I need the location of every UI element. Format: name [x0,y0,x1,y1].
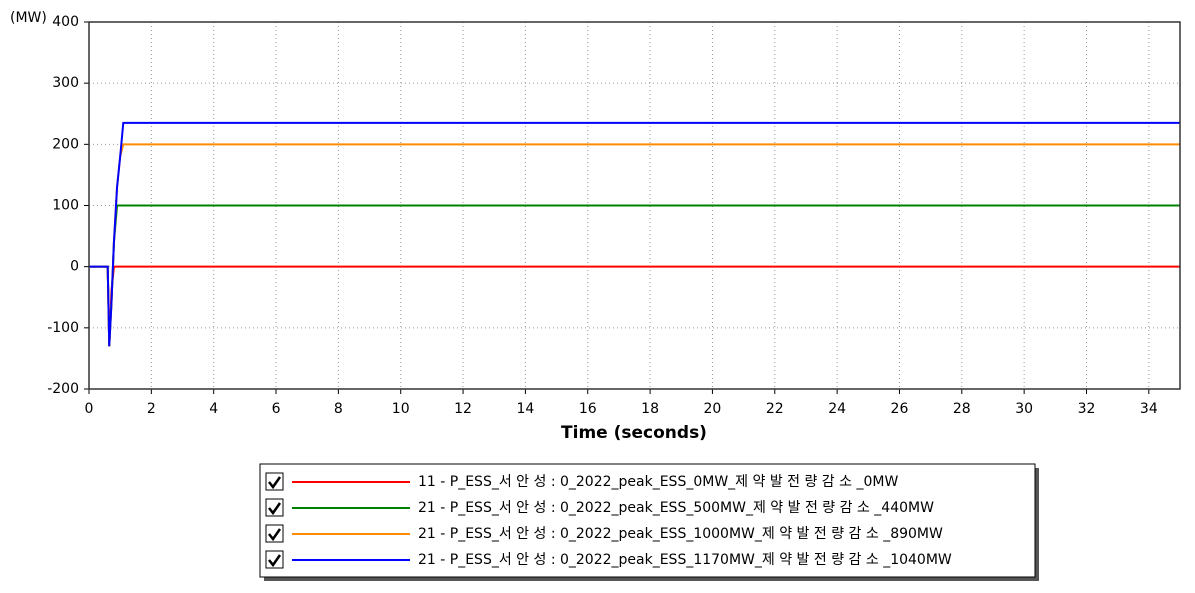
legend-checkbox[interactable] [265,498,284,517]
x-tick-label: 18 [641,401,659,417]
x-tick-label: 14 [516,401,534,417]
legend-label: 11 - P_ESS_서 안 성 : 0_2022_peak_ESS_0MW_제… [418,474,898,490]
x-tick-label: 20 [704,401,722,417]
y-tick-label: 100 [52,198,79,214]
legend-checkbox[interactable] [265,472,284,491]
x-tick-label: 34 [1140,401,1158,417]
plot-frame [88,21,1181,390]
x-tick-label: 26 [891,401,909,417]
legend-checkbox[interactable] [265,524,284,543]
legend-checkmark [268,528,282,542]
legend-checkmark [268,502,282,516]
y-tick-label: 400 [52,14,79,30]
legend-checkmark [268,554,282,568]
legend-label: 21 - P_ESS_서 안 성 : 0_2022_peak_ESS_500MW… [418,500,934,516]
y-tick-label: 0 [70,259,79,275]
x-tick-label: 4 [209,401,218,417]
x-tick-label: 22 [766,401,784,417]
x-tick-label: 6 [272,401,281,417]
y-tick-label: 300 [52,75,79,91]
legend-checkbox[interactable] [265,550,284,569]
legend-checkmark [268,476,282,490]
x-tick-label: 30 [1015,401,1033,417]
y-tick-label: 200 [52,136,79,152]
legend-label: 21 - P_ESS_서 안 성 : 0_2022_peak_ESS_1000M… [418,526,943,542]
x-tick-label: 0 [85,401,94,417]
x-tick-label: 8 [334,401,343,417]
x-tick-label: 12 [454,401,472,417]
x-tick-label: 32 [1078,401,1096,417]
x-tick-label: 24 [828,401,846,417]
x-tick-label: 16 [579,401,597,417]
series-line [89,121,1180,347]
x-axis-label: Time (seconds) [561,423,707,443]
x-tick-label: 10 [392,401,410,417]
x-tick-label: 28 [953,401,971,417]
y-tick-label: -100 [47,320,79,336]
legend-label: 21 - P_ESS_서 안 성 : 0_2022_peak_ESS_1170M… [418,552,952,568]
x-tick-label: 2 [147,401,156,417]
y-tick-label: -200 [47,381,79,397]
y-unit: (MW) [10,10,47,26]
